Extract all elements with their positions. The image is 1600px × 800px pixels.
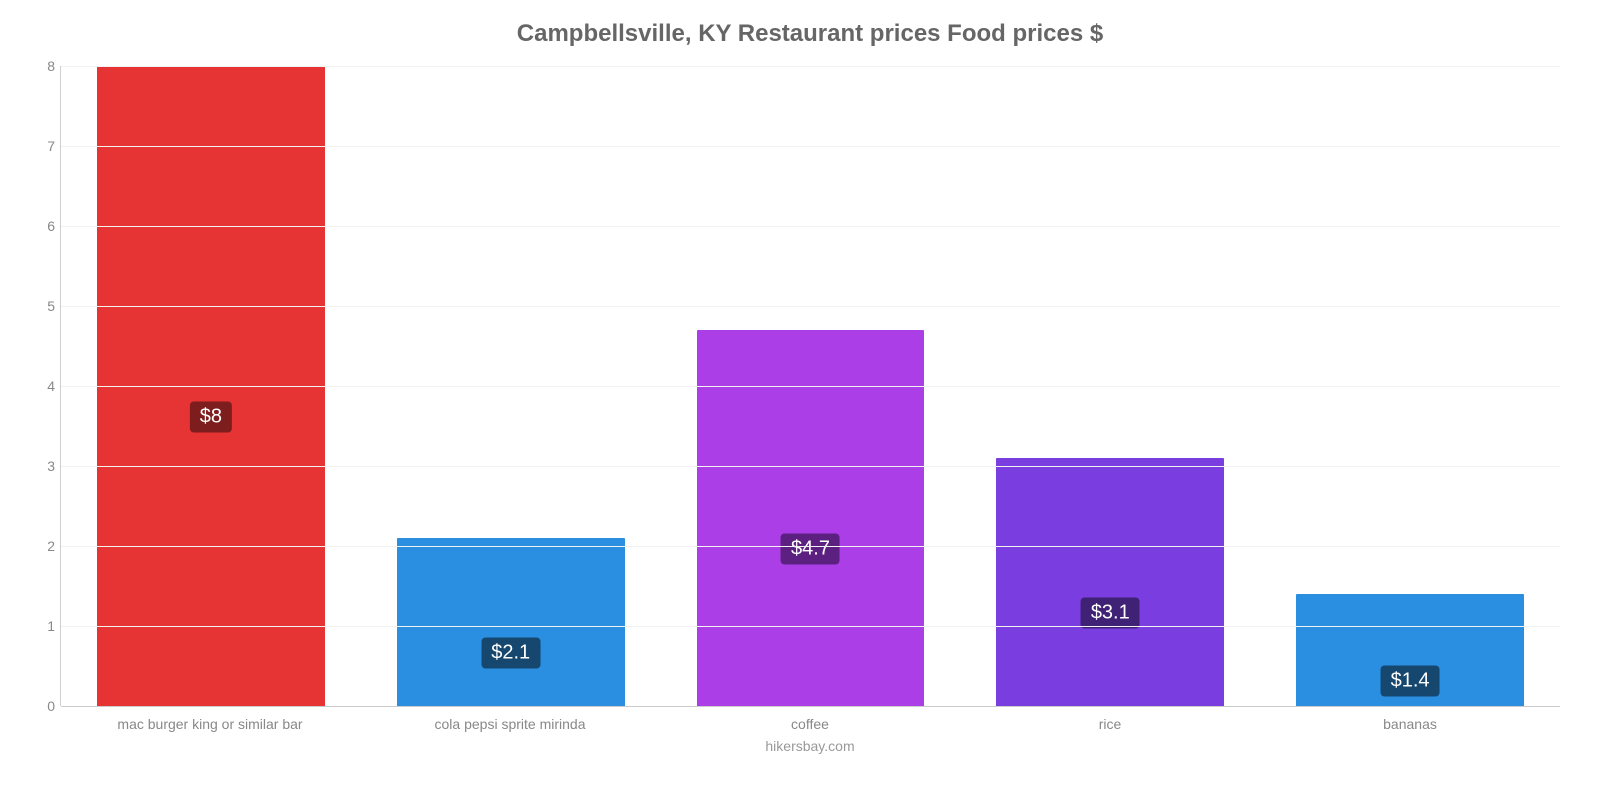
gridline: [61, 146, 1560, 147]
gridline: [61, 386, 1560, 387]
bar: $2.1: [397, 538, 625, 706]
y-tick-label: 5: [31, 298, 55, 314]
x-tick-label: mac burger king or similar bar: [60, 716, 360, 732]
y-tick-label: 2: [31, 538, 55, 554]
x-axis-labels: mac burger king or similar barcola pepsi…: [60, 716, 1560, 732]
gridline: [61, 706, 1560, 707]
bar-value-label: $1.4: [1381, 666, 1440, 697]
x-tick-label: rice: [960, 716, 1260, 732]
chart-caption: hikersbay.com: [60, 738, 1560, 754]
bar-chart: Campbellsville, KY Restaurant prices Foo…: [0, 0, 1600, 800]
gridline: [61, 546, 1560, 547]
y-tick-label: 4: [31, 378, 55, 394]
y-tick-label: 7: [31, 138, 55, 154]
y-tick-label: 6: [31, 218, 55, 234]
y-tick-label: 1: [31, 618, 55, 634]
bar: $1.4: [1296, 594, 1524, 706]
plot-area: $8$2.1$4.7$3.1$1.4 012345678: [60, 66, 1560, 706]
bar-value-label: $8: [190, 402, 232, 433]
bar-value-label: $2.1: [481, 638, 540, 669]
bar-value-label: $3.1: [1081, 598, 1140, 629]
gridline: [61, 66, 1560, 67]
gridline: [61, 626, 1560, 627]
gridline: [61, 306, 1560, 307]
gridline: [61, 466, 1560, 467]
chart-title: Campbellsville, KY Restaurant prices Foo…: [60, 20, 1560, 48]
y-tick-label: 0: [31, 698, 55, 714]
bar: $3.1: [996, 458, 1224, 706]
y-tick-label: 8: [31, 58, 55, 74]
y-tick-label: 3: [31, 458, 55, 474]
x-tick-label: cola pepsi sprite mirinda: [360, 716, 660, 732]
gridline: [61, 226, 1560, 227]
x-tick-label: bananas: [1260, 716, 1560, 732]
x-tick-label: coffee: [660, 716, 960, 732]
bar-value-label: $4.7: [781, 534, 840, 565]
